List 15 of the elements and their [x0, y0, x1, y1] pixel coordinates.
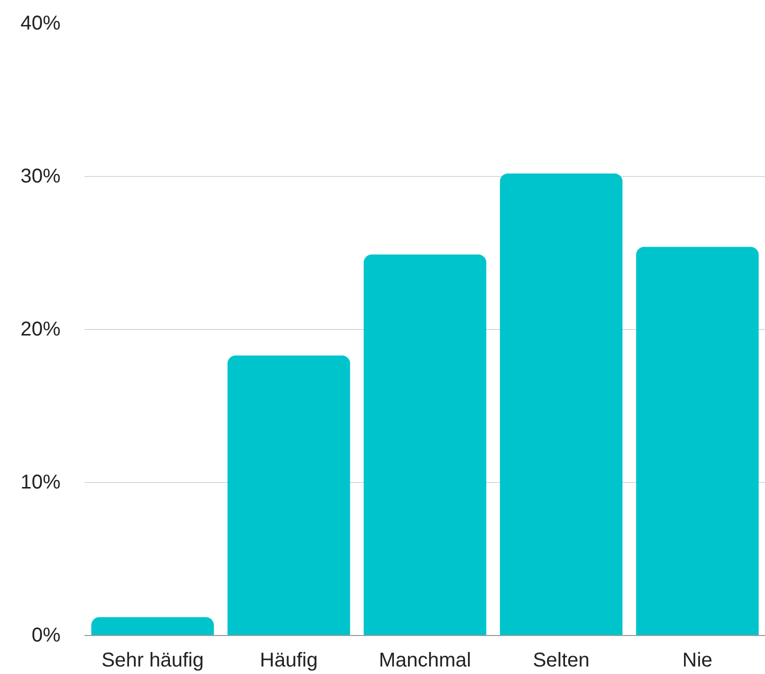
- y-tick-label: 0%: [32, 624, 61, 646]
- x-tick-label: Selten: [532, 650, 590, 672]
- y-tick-label: 20%: [20, 318, 61, 340]
- y-tick-label: 30%: [20, 166, 61, 188]
- bar: [91, 617, 214, 636]
- bar: [636, 246, 759, 636]
- y-tick-label: 10%: [20, 472, 61, 494]
- x-tick-label: Sehr häufig: [101, 650, 204, 672]
- bar: [364, 254, 486, 636]
- x-tick-label: Nie: [682, 650, 712, 672]
- y-tick-label: 40%: [20, 12, 61, 34]
- bar: [500, 173, 622, 636]
- x-tick-label: Manchmal: [378, 650, 472, 672]
- bar: [228, 356, 350, 636]
- x-tick-label: Häufig: [260, 650, 318, 672]
